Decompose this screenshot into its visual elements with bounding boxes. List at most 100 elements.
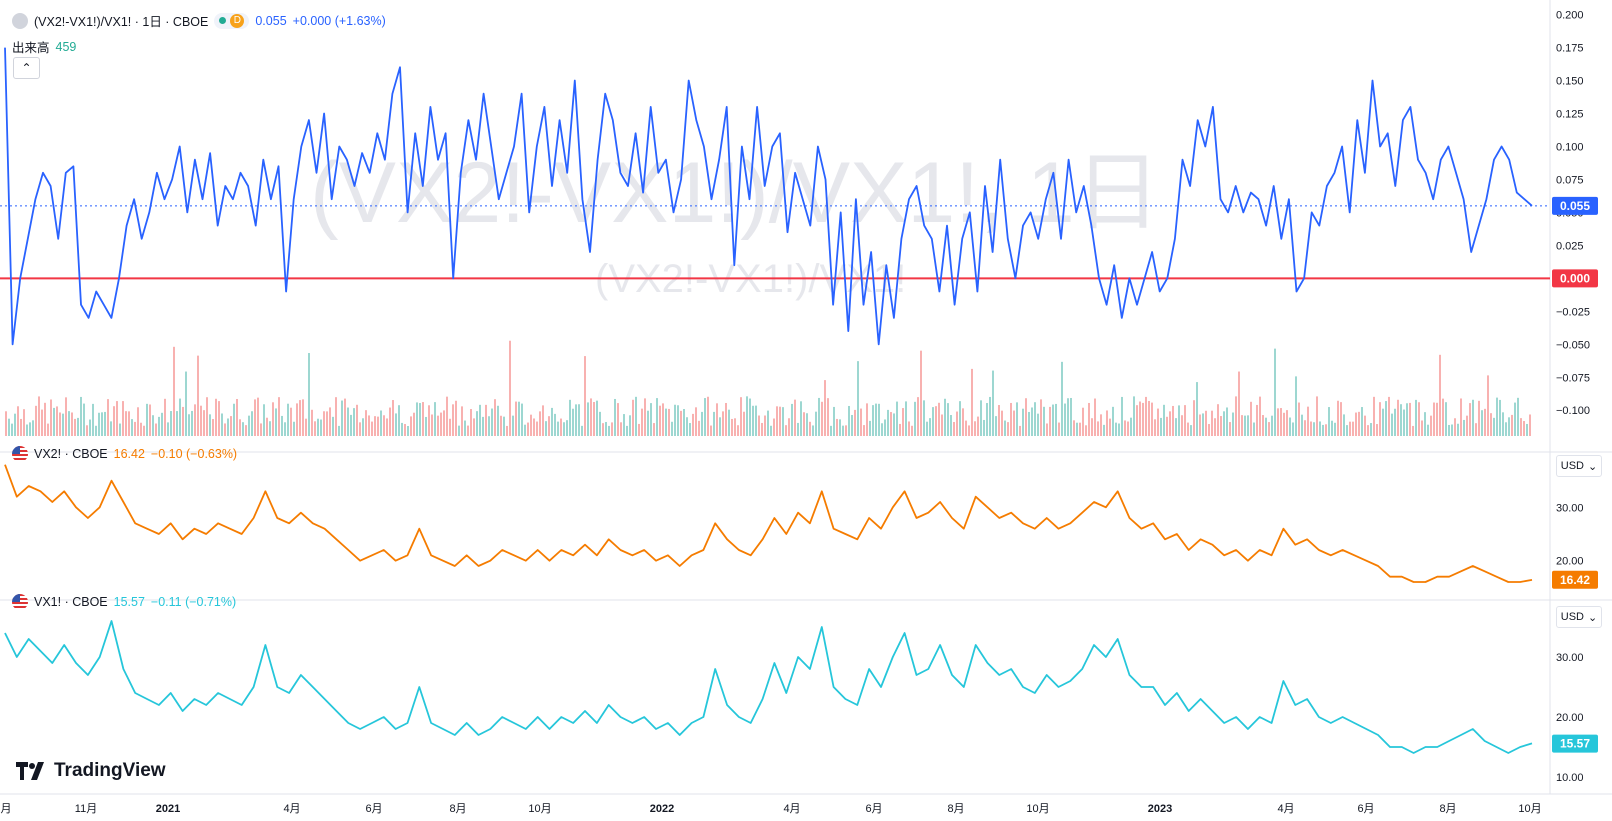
volume-bar	[320, 419, 322, 436]
volume-legend[interactable]: 出来高 459	[12, 37, 76, 56]
volume-bar	[359, 422, 361, 436]
market-status-pill[interactable]: D	[214, 12, 250, 29]
volume-bar	[767, 410, 769, 436]
volume-bar	[128, 411, 130, 436]
volume-bar	[965, 420, 967, 436]
volume-bar	[182, 406, 184, 436]
volume-bar	[962, 408, 964, 436]
volume-bar	[1418, 402, 1420, 436]
currency-selector-pane2[interactable]: USD ⌄	[1556, 455, 1602, 477]
volume-bar	[1442, 398, 1444, 436]
time-axis[interactable]: 月 11月 2021 4月 6月 8月 10月 2022 4月 6月 8月 10月 2023 4月 6月 8月…	[1, 803, 1542, 815]
volume-bar	[692, 413, 694, 436]
volume-bar	[482, 416, 484, 436]
volume-bar	[1373, 396, 1375, 436]
vx2-legend[interactable]: VX2! · CBOE 16.42 −0.10 (−0.63%)	[12, 446, 237, 462]
volume-bar	[713, 411, 715, 436]
volume-bar	[1337, 400, 1339, 436]
volume-bar	[230, 416, 232, 436]
volume-bar	[1262, 415, 1264, 436]
time-tick-label: 8月	[947, 803, 964, 815]
vx1-symbol[interactable]: VX1! · CBOE	[34, 595, 108, 609]
volume-bar	[308, 353, 310, 436]
volume-bar	[422, 402, 424, 436]
vx1-last: 15.57	[113, 595, 145, 609]
volume-bar	[923, 400, 925, 436]
symbol-title[interactable]: (VX2!-VX1!)/VX1! · 1日 · CBOE	[34, 15, 209, 29]
volume-bar	[824, 380, 826, 436]
volume-bar	[914, 401, 916, 436]
volume-bar	[539, 411, 541, 436]
volume-bar	[668, 408, 670, 436]
volume-bar	[896, 401, 898, 436]
volume-bar	[74, 418, 76, 436]
currency-selector-pane3[interactable]: USD ⌄	[1556, 606, 1602, 628]
volume-bar	[1151, 402, 1153, 436]
volume-bar	[1391, 413, 1393, 436]
volume-bar	[887, 409, 889, 436]
volume-bar	[845, 425, 847, 436]
volume-bar	[1046, 423, 1048, 436]
volume-bar	[116, 401, 118, 436]
volume-bar	[620, 422, 622, 436]
volume-bar	[1007, 422, 1009, 436]
volume-bar	[1433, 402, 1435, 436]
main-legend[interactable]: (VX2!-VX1!)/VX1! · 1日 · CBOE D 0.055 +0.…	[12, 11, 386, 30]
volume-bar	[503, 416, 505, 436]
volume-bar	[974, 421, 976, 436]
volume-bar	[479, 404, 481, 436]
volume-bar	[800, 401, 802, 436]
volume-bar	[683, 409, 685, 436]
volume-bar	[1298, 402, 1300, 436]
volume-bar	[476, 411, 478, 436]
volume-bar	[1211, 410, 1213, 436]
time-tick-label: 8月	[1439, 803, 1456, 815]
volume-bar	[281, 415, 283, 436]
volume-bar	[1376, 424, 1378, 436]
tradingview-logo[interactable]: TradingView	[16, 760, 166, 782]
volume-bar	[146, 403, 148, 436]
volume-bar	[1364, 415, 1366, 436]
volume-bar	[1523, 421, 1525, 436]
volume-bar	[968, 425, 970, 436]
volume-bar	[410, 416, 412, 436]
volume-bar	[1286, 410, 1288, 436]
volume-bar	[1526, 423, 1528, 436]
volume-bar	[959, 401, 961, 436]
collapse-legend-button[interactable]: ⌃	[13, 57, 40, 79]
volume-bar	[1388, 396, 1390, 436]
vx2-symbol[interactable]: VX2! · CBOE	[34, 447, 108, 461]
volume-bar	[830, 425, 832, 436]
time-tick-label: 6月	[365, 803, 382, 815]
volume-bar	[1052, 404, 1054, 436]
volume-bar	[173, 346, 175, 436]
volume-bar	[23, 409, 25, 436]
price-tick-label: −0.075	[1556, 372, 1590, 384]
volume-bar	[1025, 398, 1027, 436]
volume-bar	[1022, 408, 1024, 436]
volume-bar	[749, 398, 751, 436]
volume-bar	[653, 423, 655, 436]
volume-bar	[179, 398, 181, 436]
volume-bar	[833, 406, 835, 436]
volume-bar	[1352, 421, 1354, 436]
vx1-legend[interactable]: VX1! · CBOE 15.57 −0.11 (−0.71%)	[12, 594, 236, 610]
volume-bar	[119, 423, 121, 436]
volume-bar	[1439, 354, 1441, 436]
volume-bar	[347, 407, 349, 436]
price-tick-label: 10.00	[1556, 772, 1584, 784]
volume-bar	[92, 403, 94, 436]
volume-bar	[770, 425, 772, 436]
symbol-info-icon[interactable]	[12, 12, 28, 29]
volume-bar	[782, 407, 784, 436]
volume-bar	[251, 411, 253, 436]
volume-bar	[530, 414, 532, 436]
volume-bar	[533, 418, 535, 436]
volume-bar	[527, 422, 529, 436]
volume-bar	[1190, 425, 1192, 436]
volume-bar	[545, 421, 547, 436]
volume-bar	[1241, 415, 1243, 436]
volume-bar	[1169, 411, 1171, 436]
